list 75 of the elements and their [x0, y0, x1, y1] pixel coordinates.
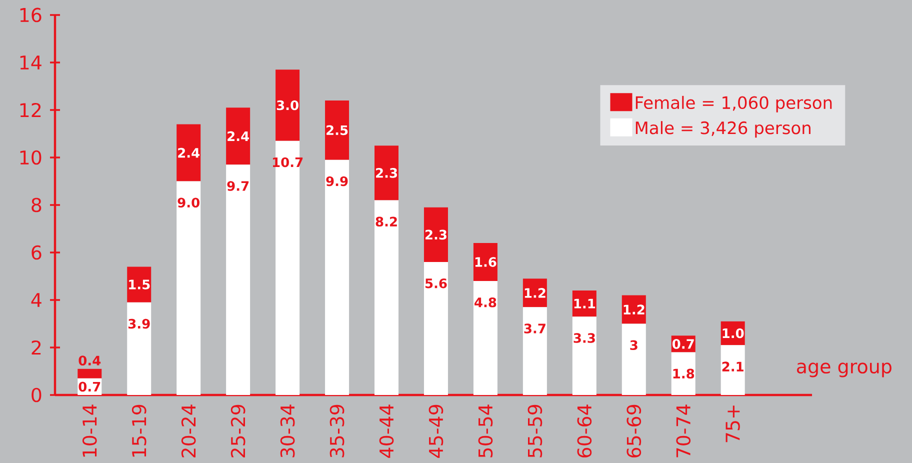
data-label: 1.2 — [624, 304, 644, 314]
bar — [424, 262, 448, 395]
data-label: 0.4 — [78, 356, 101, 366]
data-label: 3 — [630, 340, 638, 350]
data-label: 3.3 — [574, 333, 595, 343]
data-label: 1.1 — [574, 298, 596, 308]
x-tick-label: 45-49 — [428, 404, 444, 458]
bar — [176, 181, 201, 395]
x-axis-title: age group — [797, 362, 892, 378]
data-label: 2.4 — [228, 131, 249, 141]
bar — [622, 324, 646, 395]
bar — [572, 316, 596, 395]
y-tick-label: 12 — [20, 102, 41, 118]
bar — [374, 200, 398, 395]
data-label: 1.5 — [129, 280, 150, 290]
bar — [522, 307, 547, 395]
data-label: 3.9 — [128, 318, 150, 329]
data-label: 1.6 — [475, 257, 496, 267]
data-label: 2.4 — [178, 148, 200, 158]
x-tick-label: 55-59 — [528, 404, 542, 458]
legend-label: Male = 3,426 person — [636, 121, 810, 138]
data-label: 2.3 — [426, 230, 446, 240]
bar — [127, 302, 152, 395]
x-tick-label: 70-74 — [676, 404, 691, 458]
data-label: 9.7 — [227, 181, 249, 191]
y-tick-label: 14 — [20, 56, 42, 70]
x-tick-label: 60-64 — [577, 404, 592, 458]
bar — [325, 160, 350, 395]
data-label: 1.8 — [673, 368, 694, 379]
data-label: 8.2 — [376, 216, 397, 227]
data-label: 4.8 — [474, 297, 496, 308]
bar — [226, 108, 250, 165]
data-label: 5.6 — [425, 278, 447, 288]
bar — [78, 368, 102, 378]
data-label: 3.7 — [524, 324, 546, 334]
bar — [276, 70, 300, 141]
bar — [226, 164, 250, 395]
bar — [473, 281, 498, 395]
legend-label: Female = 1,060 person — [636, 96, 832, 112]
x-tick-label: 30-34 — [280, 404, 295, 458]
x-tick-label: 25-29 — [230, 404, 246, 458]
data-label: 1.2 — [524, 288, 546, 298]
bar — [127, 266, 152, 302]
data-label: 1.0 — [722, 328, 744, 338]
data-label: 9.9 — [326, 176, 348, 186]
data-label: 3.0 — [276, 100, 298, 110]
data-label: 2.3 — [376, 168, 397, 178]
x-tick-label: 10-14 — [82, 404, 97, 457]
y-tick-label: 16 — [20, 8, 42, 22]
data-label: 10.7 — [272, 157, 303, 168]
bar — [671, 352, 696, 395]
y-tick-label: 10 — [20, 150, 42, 165]
x-tick-label: 65-69 — [626, 404, 642, 458]
bar — [374, 146, 398, 200]
bar — [325, 100, 350, 160]
bar — [176, 124, 201, 182]
data-label: 9.0 — [178, 198, 200, 208]
y-tick-label: 4 — [31, 293, 42, 307]
data-label: 2.1 — [722, 362, 744, 372]
x-tick-label: 20-24 — [181, 404, 196, 458]
x-tick-label: 75+ — [726, 406, 740, 442]
x-tick-label: 15-19 — [132, 404, 146, 457]
bar — [473, 243, 498, 281]
x-tick-label: 50-54 — [478, 404, 493, 458]
x-tick-label: 40-44 — [379, 404, 394, 458]
data-label: 0.7 — [672, 339, 694, 349]
y-tick-label: 6 — [32, 245, 42, 260]
data-label: 0.7 — [78, 382, 100, 392]
y-tick-label: 8 — [32, 198, 42, 212]
x-tick-label: 35-39 — [330, 404, 344, 458]
data-label: 2.5 — [326, 125, 348, 136]
y-tick-label: 2 — [32, 340, 41, 355]
bar — [424, 207, 448, 262]
bar — [720, 345, 745, 395]
y-tick-label: 0 — [32, 388, 42, 402]
